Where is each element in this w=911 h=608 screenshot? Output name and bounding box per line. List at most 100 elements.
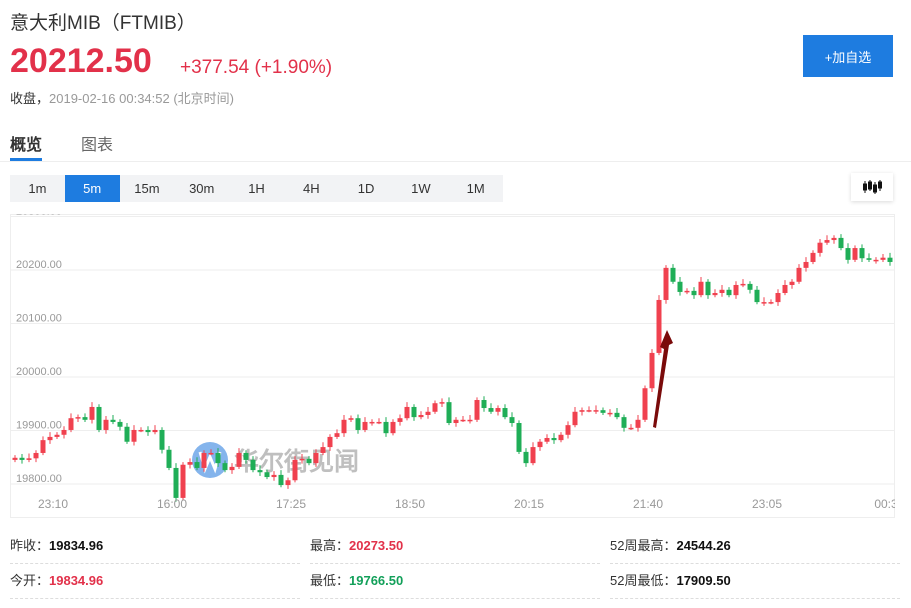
candle (145, 426, 151, 436)
timeframe-15m[interactable]: 15m (134, 181, 160, 196)
candle (369, 419, 375, 426)
candle (243, 450, 249, 464)
candle (54, 432, 60, 440)
candle (446, 397, 452, 426)
candle (705, 279, 711, 299)
timeframe-4h[interactable]: 4H (302, 181, 320, 196)
candle (733, 281, 739, 299)
candle-body (810, 252, 816, 262)
stat-item: 昨收：19834.96 (10, 535, 103, 554)
candle (278, 470, 284, 488)
candle-body (292, 459, 298, 481)
candle (866, 253, 872, 262)
candle-body (565, 425, 571, 435)
candle-body (313, 452, 319, 464)
candle (677, 276, 683, 296)
market-status: 收盘，2019-02-16 00:34:52 (北京时间) (10, 88, 234, 107)
stat-value: 17909.50 (676, 573, 731, 588)
candle (803, 257, 809, 272)
candle-body (782, 284, 788, 294)
timeframe-1m[interactable]: 1m (28, 181, 47, 196)
timeframe-1h[interactable]: 1H (248, 181, 265, 196)
timeframe-1d[interactable]: 1D (357, 181, 375, 196)
candle-body (726, 289, 732, 296)
candle (663, 265, 669, 304)
candle-body (775, 293, 781, 303)
candle-body (208, 452, 214, 455)
candle-body (271, 474, 277, 478)
candle-body (740, 283, 746, 286)
candle-body (341, 419, 347, 434)
timeframe-1mo[interactable]: 1M (466, 181, 485, 196)
candle (152, 425, 158, 435)
candle (635, 414, 641, 432)
candle (467, 414, 473, 424)
candle (96, 404, 102, 433)
y-tick-label: 20000.00 (16, 366, 62, 378)
add-to-watchlist-button[interactable]: +加自选 (803, 35, 893, 77)
candle (831, 235, 837, 244)
candle-body (348, 418, 354, 420)
candle-body (75, 417, 81, 419)
tab-chart[interactable]: 图表 (81, 137, 114, 154)
candle-body (789, 281, 795, 285)
candle (586, 406, 592, 413)
candle (747, 281, 753, 294)
candle (649, 349, 655, 392)
candle (187, 458, 193, 469)
timeframe-5m[interactable]: 5m (64, 175, 120, 202)
y-tick-label: 20300.00 (16, 214, 62, 218)
candle-body (110, 419, 116, 422)
tab-overview[interactable]: 概览 (10, 137, 43, 154)
candle-body (89, 406, 95, 420)
candlestick-chart[interactable]: 20300.00 20200.00 20100.00 20000.00 19900.00… (10, 214, 895, 518)
candle (789, 279, 795, 289)
chart-area[interactable] (10, 214, 895, 518)
candle (432, 400, 438, 414)
timeframe-1w[interactable]: 1W (411, 181, 431, 196)
candle (194, 457, 200, 471)
candle (180, 462, 186, 501)
candle-body (712, 293, 718, 296)
candle (530, 442, 536, 466)
candle-body (796, 267, 802, 282)
candle (782, 280, 788, 296)
x-tick-label: 23:10 (38, 497, 68, 511)
candle (376, 418, 382, 425)
stat-divider (610, 598, 900, 599)
candle (502, 404, 508, 420)
candle (397, 414, 403, 426)
candle-body (558, 434, 564, 441)
candle-body (649, 352, 655, 389)
candle (509, 412, 515, 427)
candle-body (131, 429, 137, 442)
candle (817, 238, 823, 257)
candle (565, 421, 571, 439)
candle-body (222, 463, 228, 471)
candle-body (390, 421, 396, 434)
x-tick-label: 00:3 (874, 497, 895, 511)
candle-body (873, 259, 879, 262)
candle-body (404, 406, 410, 419)
candle (68, 413, 74, 433)
candle-body (551, 437, 557, 441)
candle (173, 463, 179, 502)
candle-body (411, 406, 417, 418)
candle (110, 414, 116, 425)
chart-type-button[interactable] (851, 173, 893, 201)
candle (33, 450, 39, 463)
candle-body (817, 242, 823, 253)
candle-body (586, 410, 592, 412)
candle-body (803, 261, 809, 268)
candle-body (54, 434, 60, 437)
candle-body (96, 406, 102, 430)
timeframe-30m[interactable]: 30m (189, 181, 215, 196)
candle-body (530, 447, 536, 464)
candle-body (495, 408, 501, 412)
active-tab-indicator (10, 158, 42, 161)
candle-body (68, 418, 74, 430)
candle (607, 409, 613, 417)
candle (523, 448, 529, 467)
candle (250, 456, 256, 473)
candle (229, 463, 235, 474)
